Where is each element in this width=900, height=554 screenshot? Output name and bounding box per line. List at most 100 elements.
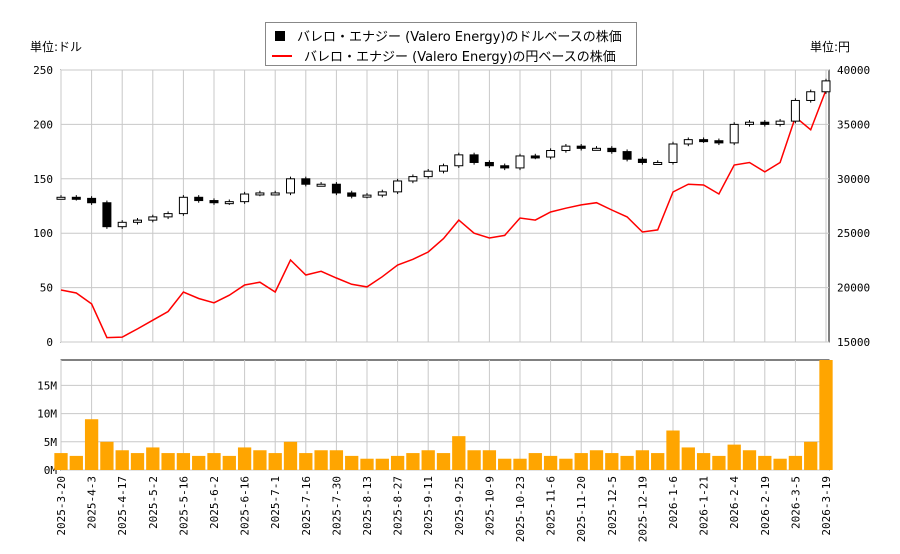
usd-candle [102, 202, 112, 228]
x-tick-label: 2025-7-1 [269, 476, 282, 529]
usd-candle [592, 147, 601, 151]
volume-bar [237, 447, 252, 470]
usd-candle [546, 150, 556, 158]
y-left-tick-label: 0 [46, 336, 53, 349]
volume-bar [406, 453, 420, 470]
usd-candle [148, 216, 158, 221]
volume-bar [651, 453, 665, 470]
volume-bar [69, 455, 83, 470]
usd-candle [301, 178, 311, 185]
usd-candle [790, 99, 800, 122]
usd-candle [56, 196, 66, 200]
volume-bar [176, 453, 191, 470]
usd-candle [668, 143, 678, 163]
y-left-tick-label: 50 [40, 282, 53, 295]
usd-candle [454, 154, 464, 167]
usd-candle [347, 192, 357, 197]
x-tick-label: 2025-4-3 [86, 476, 99, 529]
y-right-tick-label: 40000 [837, 64, 870, 77]
volume-bar [712, 455, 726, 470]
volume-bar [115, 450, 129, 470]
usd-candle [87, 197, 97, 204]
y-left-tick-label: 200 [33, 118, 53, 131]
volume-bar [192, 455, 206, 470]
volume-bar [528, 453, 542, 470]
usd-candle [500, 165, 510, 169]
volume-bar [666, 430, 680, 470]
volume-bar [605, 453, 619, 470]
usd-candle [469, 154, 479, 163]
usd-candle [729, 123, 739, 144]
usd-candle [607, 147, 617, 153]
x-tick-label: 2025-9-25 [453, 476, 466, 536]
legend-label-jpy: バレロ・エナジー (Valero Energy)の円ベースの株価 [304, 50, 616, 65]
volume-bar [788, 455, 803, 470]
usd-candle [530, 155, 540, 159]
usd-candle [806, 91, 816, 101]
usd-candle [377, 191, 387, 196]
usd-candle [408, 176, 418, 182]
volume-bar [498, 458, 512, 470]
volume-bar [100, 441, 114, 470]
usd-candle [714, 140, 724, 144]
x-tick-label: 2026-2-4 [728, 476, 741, 529]
volume-bar [329, 450, 344, 470]
x-tick-label: 2026-3-5 [789, 476, 802, 529]
usd-candle [240, 193, 250, 203]
volume-bar [314, 450, 328, 470]
x-tick-label: 2025-3-20 [55, 476, 68, 536]
volume-bar [436, 453, 451, 470]
usd-candle [576, 145, 586, 149]
y-right-tick-label: 30000 [837, 173, 870, 186]
volume-tick-label: 10M [37, 408, 57, 421]
usd-candle [117, 221, 127, 228]
usd-candle [622, 151, 632, 160]
x-tick-label: 2026-3-19 [820, 476, 833, 536]
volume-bar [390, 455, 405, 470]
legend-item-jpy: バレロ・エナジー (Valero Energy)の円ベースの株価 [272, 46, 616, 65]
volume-bar [222, 455, 236, 470]
usd-candle [760, 121, 770, 125]
x-tick-label: 2025-10-9 [483, 476, 496, 536]
usd-candle [163, 213, 173, 218]
y-left-tick-label: 100 [33, 227, 53, 240]
volume-bar [452, 436, 466, 470]
usd-candle [439, 165, 448, 172]
x-tick-label: 2025-12-19 [636, 476, 649, 542]
x-tick-label: 2025-6-16 [239, 476, 252, 536]
legend-label-usd: バレロ・エナジー (Valero Energy)のドルベースの株価 [297, 30, 622, 45]
x-tick-label: 2026-2-19 [759, 476, 772, 536]
x-tick-label: 2025-12-5 [606, 476, 619, 536]
usd-candle [71, 196, 81, 200]
y-right-tick-label: 20000 [837, 282, 870, 295]
volume-bar [758, 455, 772, 470]
usd-candle [637, 158, 647, 163]
usd-candle [775, 120, 785, 125]
volume-bar [635, 450, 650, 470]
legend: バレロ・エナジー (Valero Energy)のドルベースの株価 バレロ・エナ… [265, 22, 637, 66]
x-tick-label: 2026-1-21 [698, 476, 711, 536]
usd-candle [561, 145, 571, 152]
jpy-price-line [60, 89, 827, 339]
volume-bar [161, 453, 175, 470]
volume-bar [375, 458, 389, 470]
volume-bar [207, 453, 221, 470]
usd-candle [286, 178, 295, 194]
x-tick-label: 2025-5-2 [147, 476, 160, 529]
volume-bar [773, 458, 787, 470]
volume-bar [589, 450, 604, 470]
x-tick-label: 2025-11-20 [575, 476, 588, 542]
usd-candle [393, 180, 403, 193]
x-tick-label: 2025-9-11 [422, 476, 435, 536]
usd-candle [209, 200, 219, 204]
y-left-tick-label: 150 [33, 173, 53, 186]
volume-bar [559, 458, 573, 470]
volume-bar [84, 419, 99, 470]
usd-candle [331, 183, 341, 194]
volume-bar [742, 450, 757, 470]
x-tick-label: 2025-6-2 [208, 476, 221, 529]
volume-bar [681, 447, 695, 470]
volume-bar [574, 453, 588, 470]
